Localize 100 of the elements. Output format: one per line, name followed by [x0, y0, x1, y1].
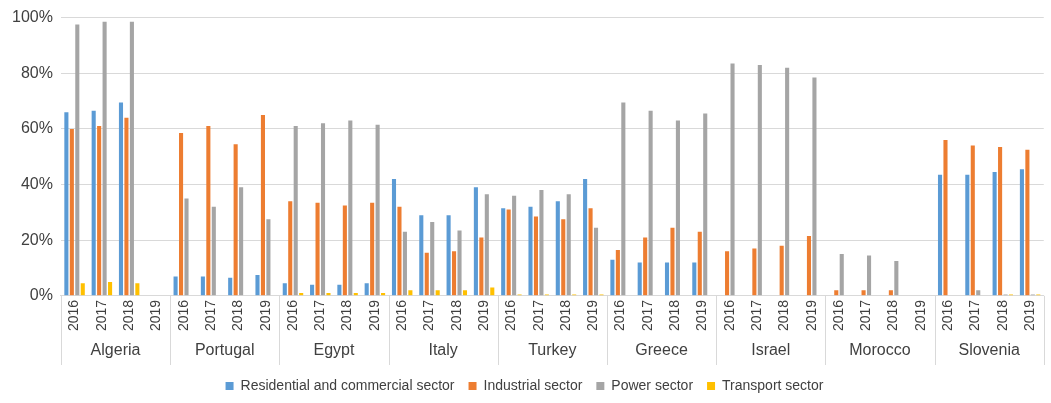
bar — [839, 254, 844, 296]
bar — [506, 209, 511, 296]
bar — [648, 110, 653, 296]
bar — [976, 290, 981, 296]
x-tick-label: 2018 — [993, 299, 1010, 332]
bar — [375, 124, 380, 296]
bar — [806, 236, 812, 296]
bar — [757, 64, 762, 296]
bar — [528, 206, 533, 296]
bar — [566, 194, 571, 296]
bar — [539, 190, 544, 296]
bar — [834, 290, 839, 296]
bar — [937, 174, 943, 296]
text: Italy — [428, 341, 458, 359]
bar — [184, 198, 189, 296]
bar — [348, 120, 353, 296]
text: Turkey — [528, 341, 577, 359]
bar — [108, 281, 113, 296]
x-tick-label: 2016 — [65, 299, 82, 332]
x-tick-label: 2017 — [529, 299, 546, 332]
x-tick-label: 2019 — [474, 299, 491, 332]
x-tick-label: 2018 — [338, 299, 355, 332]
y-tick-label: 80% — [20, 63, 53, 81]
bar — [200, 276, 205, 296]
bar — [310, 284, 315, 296]
x-tick-label: 2018 — [884, 299, 901, 332]
x-tick-label: 2018 — [666, 299, 683, 332]
text: Greece — [635, 341, 688, 359]
text: Israel — [751, 341, 791, 359]
y-tick-label: 40% — [20, 174, 53, 192]
bar — [69, 128, 74, 296]
bar — [435, 290, 440, 296]
text: Egypt — [313, 341, 355, 359]
bar — [255, 274, 260, 296]
bar — [288, 201, 293, 296]
text: Morocco — [849, 341, 911, 359]
x-tick-label: 2019 — [1020, 299, 1037, 332]
bar — [179, 133, 184, 296]
x-tick-label: 2018 — [775, 299, 792, 332]
text: Portugal — [194, 341, 255, 359]
bar — [692, 262, 697, 296]
bar — [861, 290, 866, 296]
bar — [1025, 149, 1030, 296]
y-tick-label: 100% — [12, 8, 53, 26]
x-tick-label: 2017 — [92, 299, 109, 332]
bar — [637, 262, 642, 296]
bar — [501, 208, 506, 296]
bar — [583, 178, 588, 296]
bar — [779, 245, 784, 296]
bar — [621, 102, 626, 296]
x-tick-label: 2018 — [120, 299, 137, 332]
bar — [282, 283, 287, 296]
bar — [424, 252, 429, 296]
bar — [397, 206, 402, 296]
bar — [752, 248, 757, 296]
bar — [730, 63, 735, 296]
x-tick-label: 2017 — [420, 299, 437, 332]
bar — [457, 230, 462, 296]
x-tick-label: 2019 — [256, 299, 273, 332]
x-tick-label: 2019 — [584, 299, 601, 332]
bar — [91, 110, 96, 296]
bar — [943, 140, 948, 296]
bar — [588, 208, 593, 296]
bar — [725, 251, 730, 296]
x-tick-label: 2018 — [229, 299, 246, 332]
bar — [173, 276, 178, 296]
bar — [555, 201, 560, 296]
bar — [266, 219, 271, 296]
bar — [670, 227, 675, 296]
x-tick-label: 2017 — [747, 299, 764, 332]
bar — [118, 102, 124, 296]
bar — [342, 205, 347, 296]
y-tick-label: 0% — [29, 286, 53, 304]
bar — [512, 195, 517, 296]
bar — [337, 284, 342, 296]
bar — [998, 146, 1003, 296]
bar — [992, 172, 997, 296]
x-tick-label: 2017 — [857, 299, 874, 332]
bar — [479, 237, 484, 296]
bar — [233, 144, 238, 296]
x-tick-label: 2017 — [201, 299, 218, 332]
bar — [408, 290, 413, 296]
bar — [866, 255, 872, 296]
bar — [124, 117, 129, 296]
bar — [888, 290, 893, 296]
bar — [533, 216, 539, 296]
bar — [75, 24, 80, 296]
text: Algeria — [90, 341, 141, 359]
text: Slovenia — [958, 341, 1020, 359]
bar — [364, 283, 369, 296]
bar — [102, 21, 107, 296]
bar — [419, 215, 424, 296]
bar — [370, 202, 375, 296]
bar — [206, 126, 211, 296]
legend-label: Transport sector — [722, 376, 824, 393]
x-tick-label: 2016 — [720, 299, 737, 332]
x-tick-label: 2019 — [802, 299, 819, 332]
legend-label: Power sector — [611, 376, 694, 393]
bar — [615, 249, 620, 296]
x-tick-label: 2018 — [556, 299, 573, 332]
